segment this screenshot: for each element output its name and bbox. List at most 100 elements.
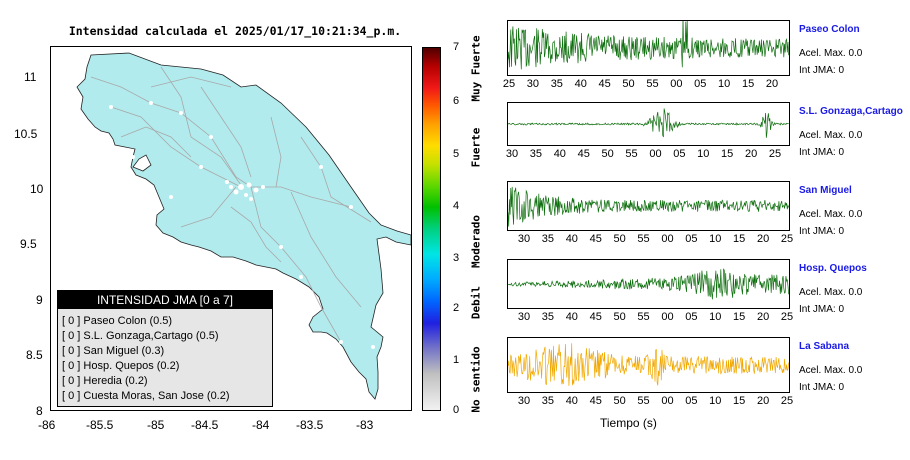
y-tick: 10.5 bbox=[14, 127, 38, 141]
station-accel: Acel. Max. 0.0 bbox=[799, 365, 863, 376]
station-intensity: Int JMA: 0 bbox=[799, 304, 845, 315]
time-tick: 10 bbox=[709, 311, 722, 323]
time-tick: 55 bbox=[637, 233, 650, 245]
colorbar-tick: 0 bbox=[453, 404, 460, 416]
legend-item: [ 0 ] San Miguel (0.3) bbox=[62, 345, 165, 357]
time-tick: 05 bbox=[694, 78, 707, 90]
time-tick: 55 bbox=[637, 395, 650, 407]
intensity-legend: INTENSIDAD JMA [0 a 7] [ 0 ] Paseo Colon… bbox=[57, 290, 273, 407]
time-tick: 05 bbox=[685, 395, 698, 407]
time-tick: 35 bbox=[541, 395, 555, 407]
time-tick: 45 bbox=[598, 78, 611, 90]
y-tick: 9 bbox=[36, 293, 43, 307]
station-accel: Acel. Max. 0.0 bbox=[799, 48, 863, 59]
time-tick: 40 bbox=[565, 395, 578, 407]
time-tick: 05 bbox=[685, 311, 698, 323]
y-tick: 10 bbox=[30, 182, 44, 196]
station-name: Paseo Colon bbox=[799, 24, 860, 35]
seismogram-panel bbox=[507, 102, 790, 146]
x-tick: -84 bbox=[252, 418, 270, 432]
colorbar-tick: 6 bbox=[453, 95, 460, 107]
time-tick: 15 bbox=[721, 148, 734, 160]
map-title: Intensidad calculada el 2025/01/17_10:21… bbox=[68, 24, 402, 38]
waveform bbox=[508, 268, 789, 300]
x-tick: -84.5 bbox=[191, 418, 219, 432]
colorbar-tick: 4 bbox=[453, 200, 460, 212]
legend-item: [ 0 ] Heredia (0.2) bbox=[62, 375, 148, 387]
colorbar-word: Debil bbox=[469, 285, 483, 320]
time-tick: 15 bbox=[741, 78, 755, 90]
time-tick: 05 bbox=[685, 233, 698, 245]
time-tick: 30 bbox=[517, 311, 531, 323]
time-tick: 15 bbox=[733, 233, 746, 245]
colorbar-tick: 5 bbox=[453, 148, 460, 160]
colorbar-tick: 1 bbox=[453, 354, 460, 366]
time-tick: 45 bbox=[589, 311, 602, 323]
time-axis-label: Tiempo (s) bbox=[600, 416, 657, 430]
time-tick: 20 bbox=[756, 395, 770, 407]
time-tick: 35 bbox=[529, 148, 543, 160]
time-tick: 00 bbox=[649, 148, 662, 160]
x-tick: -85 bbox=[147, 418, 165, 432]
time-tick: 00 bbox=[661, 233, 674, 245]
time-tick: 05 bbox=[673, 148, 686, 160]
station-intensity: Int JMA: 0 bbox=[799, 65, 845, 76]
time-tick: 35 bbox=[541, 233, 555, 245]
time-tick: 20 bbox=[744, 148, 758, 160]
waveform-trace bbox=[508, 343, 789, 386]
seismogram-panel bbox=[507, 259, 790, 309]
colorbar-tick: 7 bbox=[453, 41, 460, 53]
towns bbox=[109, 101, 375, 349]
time-tick: 45 bbox=[589, 395, 602, 407]
waveform bbox=[508, 21, 789, 70]
colorbar-word: Muy Fuerte bbox=[469, 35, 483, 102]
station-accel: Acel. Max. 0.0 bbox=[799, 287, 863, 298]
time-tick: 20 bbox=[756, 233, 770, 245]
y-tick: 8 bbox=[36, 404, 43, 418]
time-tick: 40 bbox=[574, 78, 587, 90]
time-tick: 50 bbox=[601, 148, 614, 160]
time-tick: 00 bbox=[661, 395, 674, 407]
waveform-trace bbox=[508, 108, 789, 138]
time-tick: 50 bbox=[613, 395, 626, 407]
waveform bbox=[508, 343, 789, 386]
time-tick: 00 bbox=[670, 78, 683, 90]
time-tick: 35 bbox=[550, 78, 563, 90]
colorbar-tick: 3 bbox=[453, 252, 460, 264]
station-name: La Sabana bbox=[799, 341, 850, 352]
station-name: S.L. Gonzaga,Cartago bbox=[799, 106, 903, 117]
station-name: San Miguel bbox=[799, 185, 852, 196]
legend-title: INTENSIDAD JMA [0 a 7] bbox=[58, 291, 272, 309]
seismogram-panel bbox=[507, 337, 790, 393]
x-tick: -86 bbox=[38, 418, 56, 432]
x-tick: -83.5 bbox=[296, 418, 324, 432]
station-name: Hosp. Quepos bbox=[799, 263, 867, 274]
time-tick: 50 bbox=[613, 311, 626, 323]
time-tick: 20 bbox=[756, 311, 770, 323]
time-tick: 40 bbox=[565, 311, 578, 323]
time-tick: 20 bbox=[765, 78, 779, 90]
time-tick: 30 bbox=[505, 148, 519, 160]
waveform bbox=[508, 108, 789, 138]
time-tick: 40 bbox=[565, 233, 578, 245]
time-tick: 55 bbox=[646, 78, 659, 90]
seismogram-panel bbox=[507, 181, 790, 231]
time-tick: 30 bbox=[517, 233, 531, 245]
station-intensity: Int JMA: 0 bbox=[799, 382, 845, 393]
time-tick: 30 bbox=[517, 395, 531, 407]
time-tick: 10 bbox=[709, 233, 722, 245]
y-tick: 11 bbox=[24, 70, 37, 84]
station-intensity: Int JMA: 0 bbox=[799, 147, 845, 158]
time-tick: 10 bbox=[697, 148, 710, 160]
time-tick: 55 bbox=[637, 311, 650, 323]
time-tick: 15 bbox=[733, 395, 746, 407]
time-tick: 10 bbox=[709, 395, 722, 407]
time-tick: 25 bbox=[502, 78, 516, 90]
station-intensity: Int JMA: 0 bbox=[799, 226, 845, 237]
legend-item: [ 0 ] Paseo Colon (0.5) bbox=[62, 315, 173, 327]
time-tick: 25 bbox=[780, 395, 794, 407]
waveform-trace bbox=[508, 268, 789, 300]
station-accel: Acel. Max. 0.0 bbox=[799, 130, 863, 141]
legend-item: [ 0 ] S.L. Gonzaga,Cartago (0.5) bbox=[62, 330, 219, 342]
time-tick: 35 bbox=[541, 311, 555, 323]
